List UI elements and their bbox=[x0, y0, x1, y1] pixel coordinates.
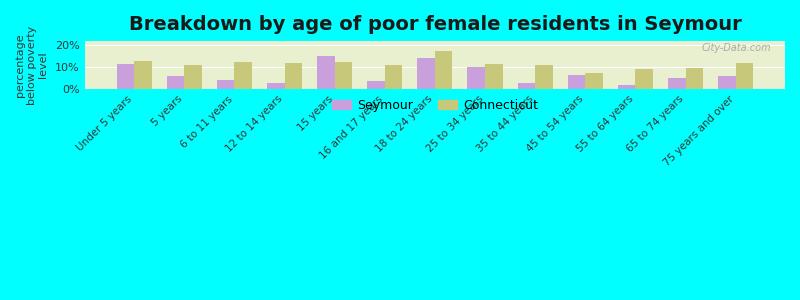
Bar bbox=[467, 67, 485, 89]
Bar bbox=[117, 64, 134, 89]
Bar bbox=[586, 73, 602, 89]
Bar bbox=[166, 76, 184, 89]
Legend: Seymour, Connecticut: Seymour, Connecticut bbox=[327, 94, 543, 117]
Bar bbox=[435, 51, 453, 89]
Bar bbox=[267, 83, 285, 89]
Bar bbox=[334, 62, 352, 89]
Bar bbox=[568, 75, 586, 89]
Bar bbox=[367, 81, 385, 89]
Bar bbox=[134, 61, 152, 89]
Bar bbox=[618, 85, 635, 89]
Bar bbox=[485, 64, 502, 89]
Bar bbox=[385, 65, 402, 89]
Bar bbox=[234, 62, 252, 89]
Bar bbox=[535, 65, 553, 89]
Bar bbox=[518, 83, 535, 89]
Text: City-Data.com: City-Data.com bbox=[702, 43, 771, 52]
Title: Breakdown by age of poor female residents in Seymour: Breakdown by age of poor female resident… bbox=[129, 15, 742, 34]
Bar bbox=[736, 63, 753, 89]
Bar bbox=[184, 65, 202, 89]
Bar bbox=[217, 80, 234, 89]
Bar bbox=[718, 76, 736, 89]
Bar bbox=[317, 56, 334, 89]
Bar bbox=[635, 69, 653, 89]
Bar bbox=[686, 68, 703, 89]
Y-axis label: percentage
below poverty
level: percentage below poverty level bbox=[15, 26, 48, 105]
Bar bbox=[668, 78, 686, 89]
Bar bbox=[285, 63, 302, 89]
Bar bbox=[418, 58, 435, 89]
